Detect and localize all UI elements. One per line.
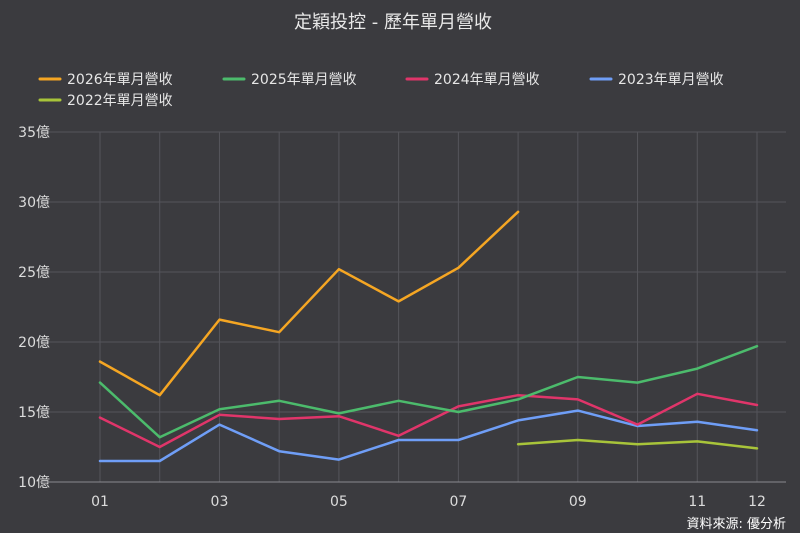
- axes: 10億 15億 20億 25億 30億 35億 01 03 05 07 09 11 12: [18, 125, 786, 510]
- x-tick-label: 03: [211, 494, 229, 510]
- grid: [40, 131, 786, 482]
- legend-label: 2025年單月營收: [251, 72, 357, 88]
- y-tick-label: 30億: [18, 195, 50, 211]
- y-tick-label: 15億: [18, 405, 50, 421]
- series-layer: [98, 210, 759, 463]
- x-tick-label: 09: [569, 494, 587, 510]
- y-tick-label: 25億: [18, 265, 50, 281]
- series-line: [98, 344, 759, 439]
- y-tick-label: 20億: [18, 335, 50, 351]
- x-tick-label: 07: [449, 494, 467, 510]
- legend: 2026年單月營收 2025年單月營收 2024年單月營收 2023年單月營收 2022…: [38, 72, 724, 109]
- series-line: [98, 392, 759, 449]
- series-line: [98, 210, 520, 397]
- legend-label: 2024年單月營收: [434, 72, 540, 88]
- x-tick-label: 12: [748, 494, 766, 510]
- series-line: [98, 409, 759, 463]
- x-tick-label: 11: [688, 494, 706, 510]
- source-label: 資料來源: 優分析: [686, 517, 786, 532]
- series-line: [516, 438, 759, 450]
- legend-label: 2022年單月營收: [67, 93, 173, 109]
- x-tick-label: 05: [330, 494, 348, 510]
- x-tick-label: 01: [91, 494, 109, 510]
- y-tick-label: 10億: [18, 475, 50, 491]
- legend-label: 2023年單月營收: [618, 72, 724, 88]
- chart-title: 定穎投控 - 歷年單月營收: [294, 12, 492, 33]
- y-tick-label: 35億: [18, 125, 50, 141]
- legend-label: 2026年單月營收: [67, 72, 173, 88]
